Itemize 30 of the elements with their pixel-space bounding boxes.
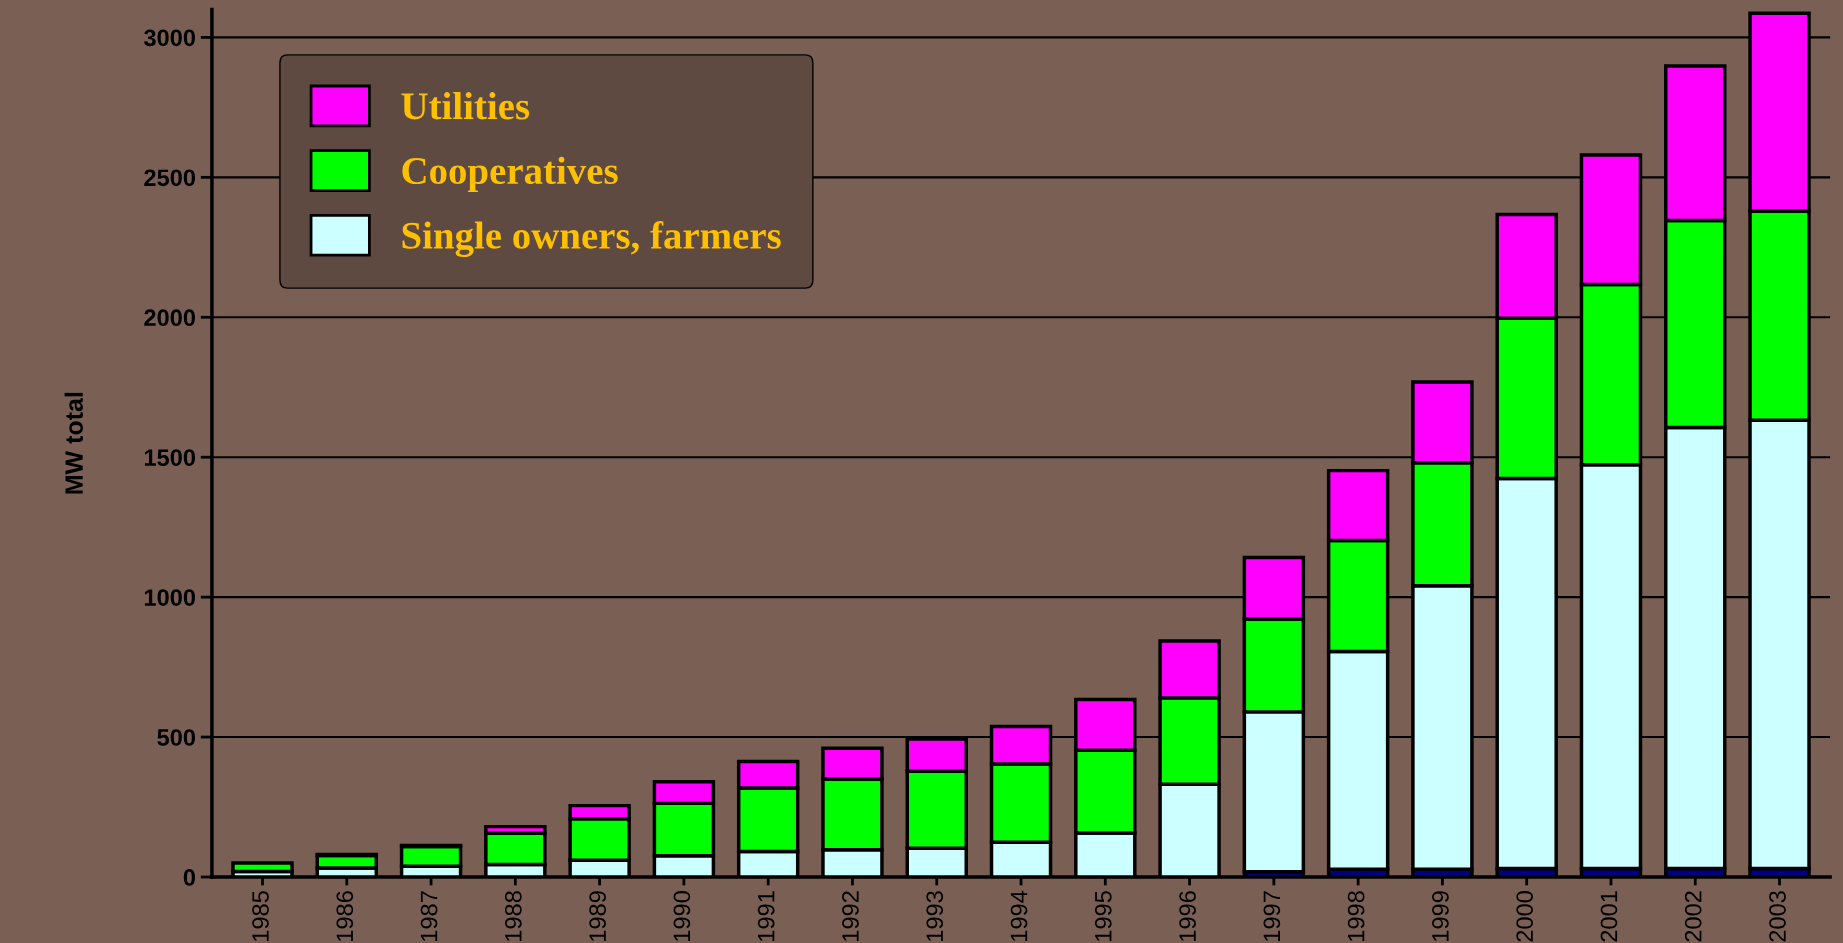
x-tick-label: 1993	[926, 891, 944, 941]
legend-label: Utilities	[401, 92, 530, 120]
x-tick-label: 1989	[589, 891, 606, 941]
y-tick-label: 2000	[144, 309, 196, 327]
x-tick-label: 1995	[1094, 891, 1112, 941]
legend-label: Cooperatives	[402, 156, 618, 193]
x-tick-label: 1997	[1263, 891, 1281, 941]
x-tick-label: 2002	[1684, 891, 1702, 942]
x-tick-label: 1999	[1432, 891, 1449, 941]
x-tick-label: 1988	[504, 891, 522, 941]
y-tick-label: 0	[183, 869, 196, 886]
x-tick-label: 1996	[1179, 891, 1196, 941]
y-axis-title: MW total	[64, 392, 83, 494]
x-tick-label: 1994	[1010, 890, 1028, 941]
y-tick-label: 500	[157, 729, 196, 746]
legend-label: Single owners, farmers	[402, 221, 781, 257]
y-tick-label: 1000	[144, 589, 196, 606]
x-tick-label: 1987	[420, 891, 438, 941]
x-tick-label: 1991	[757, 891, 775, 941]
x-tick-label: 1990	[673, 891, 691, 941]
y-tick-label: 3000	[144, 29, 196, 47]
y-tick-label: 1500	[144, 449, 196, 466]
x-tick-label: 1992	[842, 891, 859, 941]
x-tick-label: 2003	[1769, 891, 1786, 942]
x-tick-label: 1985	[252, 891, 269, 941]
x-tick-label: 1986	[336, 891, 354, 941]
x-tick-label: 2000	[1516, 891, 1534, 942]
x-tick-label: 2001	[1600, 891, 1618, 942]
x-tick-label: 1998	[1347, 891, 1365, 941]
y-tick-label: 2500	[144, 169, 196, 187]
